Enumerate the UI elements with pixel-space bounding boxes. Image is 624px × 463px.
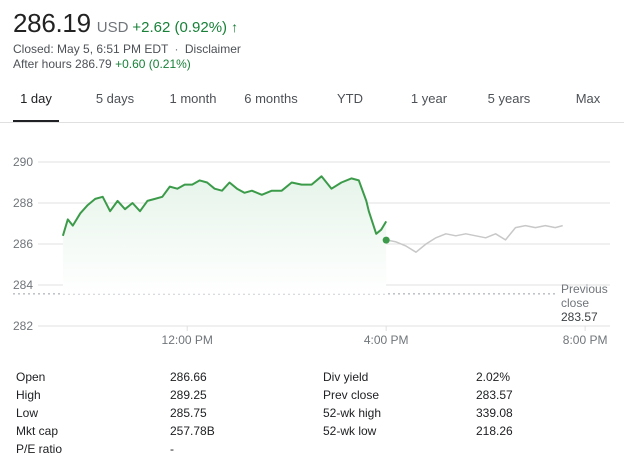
stat-label: Open: [16, 370, 46, 384]
y-tick-label: 282: [13, 319, 33, 333]
tab-1-day[interactable]: 1 day: [13, 80, 59, 122]
stat-label: Div yield: [323, 370, 369, 384]
arrow-up-icon: ↑: [231, 19, 239, 35]
price-chart[interactable]: 290 288 286 284 282 12:00 PM 4:00 PM 8:00 PM Pre…: [0, 140, 624, 352]
x-tick-label: 4:00 PM: [364, 333, 409, 347]
stat-value: 339.08: [476, 406, 513, 420]
stat-label: 52-wk low: [323, 424, 377, 438]
tab-1-month[interactable]: 1 month: [169, 91, 217, 106]
y-tick-label: 288: [13, 196, 33, 210]
after-hours-info: After hours 286.79 +0.60 (0.21%): [13, 57, 241, 71]
previous-close-label: Previous: [561, 282, 608, 296]
disclaimer-link[interactable]: Disclaimer: [184, 42, 241, 56]
previous-close-label-2: close: [561, 296, 589, 310]
tab-6-months[interactable]: 6 months: [244, 91, 298, 106]
quote-header: 286.19 USD +2.62 (0.92%) ↑ Closed: May 5…: [13, 8, 241, 71]
tab-max[interactable]: Max: [575, 91, 601, 106]
last-price-point: [382, 236, 390, 244]
stat-value: 218.26: [476, 424, 513, 438]
tab-1-year[interactable]: 1 year: [410, 91, 448, 106]
price-change: +2.62 (0.92%): [132, 19, 228, 36]
stat-label: Mkt cap: [16, 424, 59, 438]
y-tick-label: 290: [13, 155, 33, 169]
stat-value: 257.78B: [170, 424, 215, 438]
x-tick-label: 8:00 PM: [563, 333, 608, 347]
stat-value: 285.75: [170, 406, 207, 420]
closed-label: Closed: May 5, 6:51 PM EDT: [13, 42, 169, 56]
closed-info: Closed: May 5, 6:51 PM EDT · Disclaimer: [13, 42, 241, 56]
stat-value: 2.02%: [476, 370, 511, 384]
previous-close-value: 283.57: [561, 310, 598, 324]
price-line: 286.19 USD +2.62 (0.92%) ↑: [13, 8, 241, 39]
stat-label: High: [16, 388, 41, 402]
after-hours-line: [386, 224, 563, 253]
tab-5-days[interactable]: 5 days: [95, 91, 135, 106]
stat-value: -: [170, 442, 174, 456]
range-tabs: 1 day 5 days 1 month 6 months YTD 1 year…: [0, 80, 624, 123]
tab-5-years[interactable]: 5 years: [487, 91, 531, 106]
regular-hours-area: [62, 176, 387, 294]
stat-value: 283.57: [476, 388, 513, 402]
current-price: 286.19: [13, 8, 91, 38]
stat-label: 52-wk high: [323, 406, 382, 420]
y-tick-label: 286: [13, 237, 33, 251]
stat-value: 289.25: [170, 388, 207, 402]
stat-label: Low: [16, 406, 39, 420]
after-hours-change: +0.60 (0.21%): [115, 57, 191, 71]
separator: ·: [174, 42, 179, 56]
stat-value: 286.66: [170, 370, 207, 384]
regular-hours-line: [61, 175, 388, 237]
tab-ytd[interactable]: YTD: [337, 91, 363, 106]
currency-label: USD: [96, 19, 129, 36]
y-tick-label: 284: [13, 278, 33, 292]
stat-label: P/E ratio: [16, 442, 63, 456]
after-hours-label: After hours 286.79: [13, 57, 112, 71]
stat-label: Prev close: [323, 388, 380, 402]
x-tick-label: 12:00 PM: [162, 333, 213, 347]
